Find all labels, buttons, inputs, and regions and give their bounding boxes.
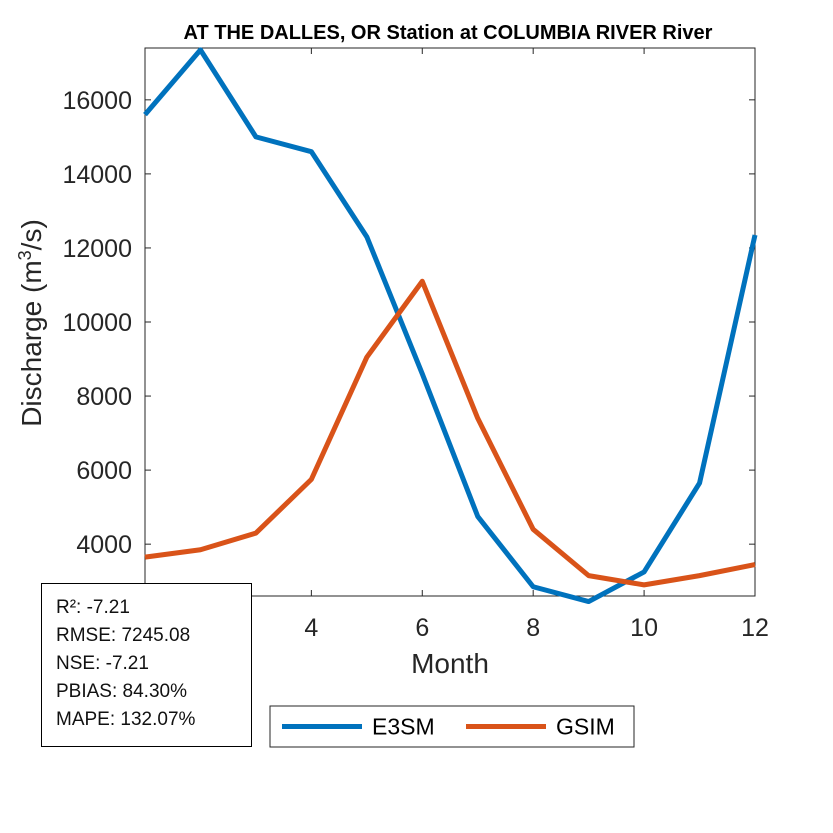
y-tick-label: 16000 bbox=[62, 87, 132, 115]
y-tick-label: 10000 bbox=[62, 309, 132, 337]
stat-mape: MAPE: 132.07% bbox=[56, 709, 196, 730]
stat-rmse: RMSE: 7245.08 bbox=[56, 625, 191, 646]
y-tick-label: 6000 bbox=[76, 457, 132, 485]
legend-label-e3sm: E3SM bbox=[372, 714, 435, 740]
y-axis-label: Discharge (m3/s) bbox=[15, 219, 47, 427]
x-tick-label: 4 bbox=[304, 614, 318, 642]
y-tick-label: 8000 bbox=[76, 383, 132, 411]
series-line-gsim bbox=[144, 278, 756, 588]
legend-label-gsim: GSIM bbox=[556, 714, 615, 740]
y-tick-label: 4000 bbox=[76, 531, 132, 559]
stat-nse: NSE: -7.21 bbox=[56, 653, 149, 674]
x-tick-label: 8 bbox=[526, 614, 540, 642]
chart-title: AT THE DALLES, OR Station at COLUMBIA RI… bbox=[184, 22, 713, 44]
x-tick-label: 10 bbox=[630, 614, 658, 642]
x-axis-label: Month bbox=[411, 648, 489, 679]
stats-box: R²: -7.21 RMSE: 7245.08 NSE: -7.21 PBIAS… bbox=[41, 583, 252, 747]
x-tick-label: 6 bbox=[415, 614, 429, 642]
plot-area-frame bbox=[144, 47, 756, 597]
stat-r2: R²: -7.21 bbox=[56, 597, 130, 618]
x-tick-label: 12 bbox=[741, 614, 769, 642]
series-line-e3sm bbox=[143, 47, 758, 605]
y-tick-label: 14000 bbox=[62, 161, 132, 189]
y-tick-label: 12000 bbox=[62, 235, 132, 263]
stat-pbias: PBIAS: 84.30% bbox=[56, 681, 187, 702]
